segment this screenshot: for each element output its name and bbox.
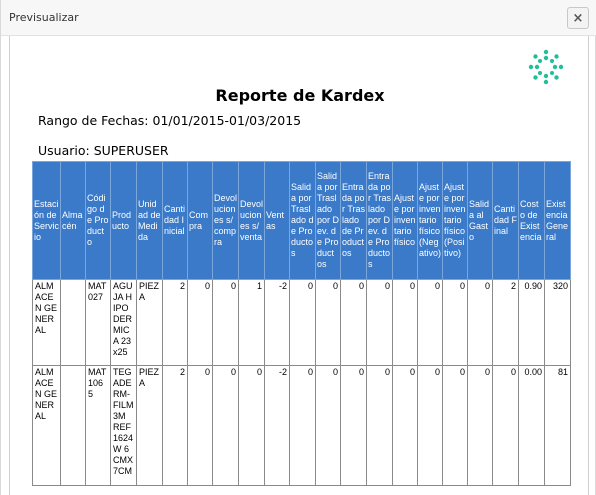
column-header: Ajuste por inventario físico (392, 161, 418, 280)
column-header: Existencia General (544, 161, 571, 280)
column-header: Entrada por Traslado por Dev. de Product… (366, 161, 393, 280)
dialog-title: Previsualizar (9, 11, 79, 24)
column-header: Entrada por Traslado de Productos (340, 161, 367, 280)
table-cell: 0 (467, 365, 493, 486)
table-cell: ALMACEN GENERAL (32, 365, 61, 486)
kardex-table: Estación de Servicio Almacén Código de P… (32, 161, 571, 486)
table-cell: 0 (315, 365, 341, 486)
column-header: Almacén (60, 161, 86, 280)
table-cell (60, 365, 86, 486)
table-cell: 1 (238, 279, 265, 366)
table-cell: 2 (162, 365, 188, 486)
report-title: Reporte de Kardex (215, 86, 385, 105)
table-cell: PIEZA (136, 279, 163, 366)
table-cell (60, 279, 86, 366)
date-range: Rango de Fechas: 01/01/2015-01/03/2015 (38, 113, 302, 128)
table-cell: 0 (315, 279, 341, 366)
column-header: Salida al Gasto (467, 161, 493, 280)
table-cell: ALMACEN GENERAL (32, 279, 61, 366)
dialog-titlebar: Previsualizar × (1, 0, 596, 36)
close-button[interactable]: × (567, 7, 589, 29)
table-cell: -2 (264, 365, 290, 486)
column-header: Código de Producto (85, 161, 111, 280)
column-header: Ajuste por inventario físico (Positivo) (442, 161, 468, 280)
table-cell: 0 (212, 279, 239, 366)
table-cell: 81 (544, 365, 571, 486)
report-preview[interactable]: Reporte de Kardex Rango de Fechas: 01/01… (9, 36, 589, 495)
table-cell: 0 (417, 279, 443, 366)
table-cell: 2 (162, 279, 188, 366)
table-cell: 0 (187, 365, 213, 486)
column-header: Salida por Traslado de Productos (289, 161, 316, 280)
column-header: Producto (110, 161, 137, 280)
table-cell: 0 (366, 279, 393, 366)
table-cell: 0 (392, 365, 418, 486)
table-cell: 0 (212, 365, 239, 486)
column-header: Costo de Existencia (518, 161, 545, 280)
table-header-row: Estación de Servicio Almacén Código de P… (32, 161, 571, 280)
table-cell: 2 (492, 279, 519, 366)
table-cell: 0 (417, 365, 443, 486)
column-header: Devoluciones s/venta (238, 161, 265, 280)
table-cell: 0 (289, 279, 316, 366)
table-cell: AGUJA HIPODERMICA 23x25 (110, 279, 137, 366)
table-cell: 0 (340, 279, 367, 366)
table-cell: 0 (467, 279, 493, 366)
table-cell: TEGADERM-FILM 3M REF 1624W 6CMX7CM (110, 365, 137, 486)
table-row: ALMACEN GENERAL MAT027 AGUJA HIPODERMICA… (32, 279, 571, 366)
table-cell: 320 (544, 279, 571, 366)
table-cell: 0 (366, 365, 393, 486)
column-header: Unidad de Medida (136, 161, 163, 280)
column-header: Compra (187, 161, 213, 280)
column-header: Ajuste por inventario físico (Negativo) (417, 161, 443, 280)
user-label: Usuario: SUPERUSER (38, 143, 169, 158)
table-cell: 0 (392, 279, 418, 366)
column-header: Devoluciones s/compra (212, 161, 239, 280)
column-header: Salida por Traslado por Dev. de Producto… (315, 161, 341, 280)
table-cell: 0 (187, 279, 213, 366)
table-cell: 0 (289, 365, 316, 486)
table-row: ALMACEN GENERAL MAT1065 TEGADERM-FILM 3M… (32, 365, 571, 486)
table-cell: 0 (442, 279, 468, 366)
close-icon: × (572, 10, 584, 26)
table-cell: MAT027 (85, 279, 111, 366)
table-cell: 0 (442, 365, 468, 486)
company-logo-icon (528, 49, 564, 85)
table-cell: 0.90 (518, 279, 545, 366)
table-cell: PIEZA (136, 365, 163, 486)
column-header: Estación de Servicio (32, 161, 61, 280)
table-cell: 0 (340, 365, 367, 486)
table-cell: 0 (238, 365, 265, 486)
column-header: Cantidad Inicial (162, 161, 188, 280)
table-cell: 0 (492, 365, 519, 486)
column-header: Ventas (264, 161, 290, 280)
table-cell: 0.00 (518, 365, 545, 486)
table-cell: MAT1065 (85, 365, 111, 486)
table-cell: -2 (264, 279, 290, 366)
column-header: Cantidad Final (492, 161, 519, 280)
